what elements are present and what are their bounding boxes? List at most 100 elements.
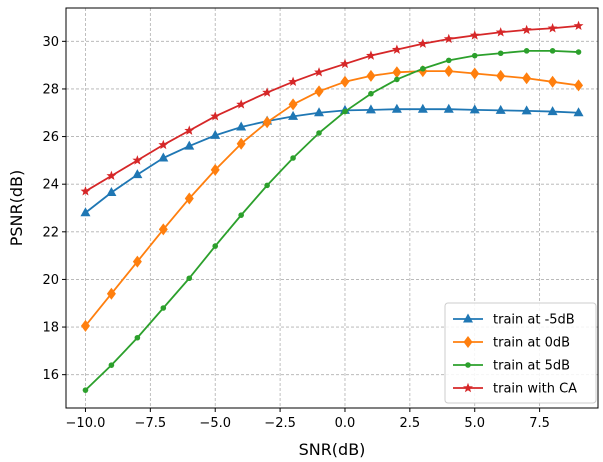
legend-marker bbox=[463, 336, 473, 348]
data-point bbox=[444, 65, 454, 78]
data-point bbox=[496, 69, 506, 82]
data-point bbox=[549, 48, 556, 54]
data-point bbox=[497, 50, 504, 57]
data-point bbox=[108, 362, 115, 368]
data-point bbox=[340, 75, 350, 88]
data-point bbox=[262, 87, 273, 97]
data-point bbox=[365, 104, 376, 114]
data-point bbox=[469, 104, 480, 114]
y-tick-label: 18 bbox=[42, 321, 59, 336]
series-3 bbox=[80, 20, 584, 196]
data-point bbox=[210, 129, 221, 139]
legend-entry: train at -5dB bbox=[453, 313, 575, 328]
x-tick-label: 7.5 bbox=[529, 416, 550, 431]
y-tick-label: 22 bbox=[42, 225, 59, 240]
data-point bbox=[445, 57, 452, 64]
data-point bbox=[394, 76, 400, 83]
data-point bbox=[522, 72, 532, 85]
y-tick-label: 28 bbox=[42, 82, 59, 97]
data-point bbox=[366, 69, 376, 82]
series-line bbox=[84, 49, 579, 391]
series-line bbox=[84, 108, 579, 214]
data-point bbox=[184, 192, 194, 205]
data-point bbox=[210, 111, 221, 121]
data-point bbox=[573, 20, 584, 31]
legend-entry: train at 0dB bbox=[453, 336, 570, 351]
data-point bbox=[392, 66, 402, 79]
x-tick-label: −2.5 bbox=[264, 416, 296, 431]
data-point bbox=[417, 38, 428, 48]
data-point bbox=[342, 108, 348, 115]
x-tick-label: −7.5 bbox=[135, 416, 167, 431]
data-point bbox=[391, 44, 402, 54]
data-point bbox=[314, 85, 324, 98]
data-point bbox=[106, 170, 117, 181]
y-axis-label: PSNR(dB) bbox=[7, 170, 26, 247]
legend: train at -5dB train at 0dB train at 5dB tra… bbox=[444, 302, 597, 404]
data-point bbox=[158, 139, 169, 150]
data-point bbox=[290, 155, 296, 161]
data-point bbox=[314, 67, 324, 77]
data-point bbox=[288, 110, 299, 120]
data-point bbox=[547, 106, 558, 116]
x-tick-label: 5.0 bbox=[464, 416, 485, 431]
data-point bbox=[470, 67, 480, 80]
data-point bbox=[469, 30, 480, 40]
data-point bbox=[495, 104, 506, 114]
data-point bbox=[340, 58, 350, 69]
y-tick-label: 26 bbox=[42, 130, 59, 145]
data-point bbox=[80, 319, 90, 332]
legend-box bbox=[444, 302, 597, 404]
data-point bbox=[288, 98, 298, 111]
y-tick-label: 20 bbox=[42, 273, 59, 288]
data-point bbox=[236, 137, 246, 150]
data-point bbox=[184, 140, 195, 150]
series-1 bbox=[80, 65, 584, 332]
y-tick-label: 30 bbox=[42, 35, 59, 50]
data-point bbox=[212, 243, 219, 249]
legend-entry: train with CA bbox=[453, 382, 577, 397]
data-point bbox=[365, 50, 376, 60]
data-point bbox=[134, 334, 141, 341]
data-point bbox=[82, 387, 89, 393]
series-line bbox=[84, 24, 579, 193]
legend-marker bbox=[465, 362, 471, 368]
legend-label: train at -5dB bbox=[493, 313, 575, 328]
data-point bbox=[236, 121, 247, 131]
data-point bbox=[288, 76, 299, 87]
series-2 bbox=[82, 48, 582, 393]
series-layer bbox=[80, 20, 584, 393]
plot-area-frame bbox=[65, 7, 599, 409]
data-point bbox=[106, 287, 116, 300]
legend-marker bbox=[463, 313, 473, 323]
data-point bbox=[80, 186, 91, 196]
data-point bbox=[443, 103, 454, 113]
data-point bbox=[314, 107, 325, 117]
data-point bbox=[158, 152, 169, 162]
x-tick-label: 2.5 bbox=[400, 416, 421, 431]
data-point bbox=[417, 103, 428, 113]
data-point bbox=[443, 33, 454, 44]
legend-entry: train at 5dB bbox=[453, 359, 570, 374]
data-point bbox=[521, 105, 532, 115]
y-tick-label: 16 bbox=[42, 368, 59, 383]
legend-marker bbox=[463, 382, 473, 393]
data-point bbox=[132, 255, 142, 268]
y-tick-label: 24 bbox=[42, 178, 59, 193]
data-point bbox=[573, 107, 584, 117]
data-point bbox=[160, 305, 167, 311]
data-point bbox=[210, 163, 220, 176]
series-line bbox=[84, 70, 579, 327]
data-point bbox=[316, 130, 322, 136]
data-point bbox=[158, 223, 168, 236]
data-point bbox=[575, 49, 582, 55]
data-point bbox=[80, 207, 91, 217]
data-point bbox=[264, 182, 270, 189]
x-tick-label: 0.0 bbox=[335, 416, 356, 431]
data-point bbox=[106, 187, 117, 197]
data-point bbox=[574, 79, 584, 92]
x-tick-label: −10.0 bbox=[66, 416, 106, 431]
axis-ticks: −10.0 −7.5 −5.0 −2.5 0.0 2.5 5.0 7.5 16 18 20 22 24 2… bbox=[42, 35, 550, 431]
data-point bbox=[262, 116, 272, 129]
